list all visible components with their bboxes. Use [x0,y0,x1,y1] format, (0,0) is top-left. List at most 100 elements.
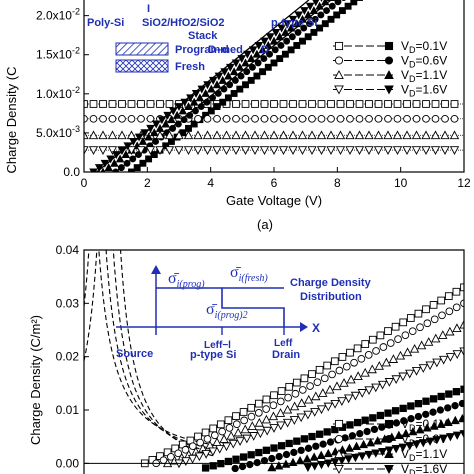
top-open-marker [431,114,440,123]
bottom-open-marker [371,383,381,393]
top-open-marker [336,114,345,123]
top-open-marker [392,146,403,155]
bottom-open-marker [254,399,263,408]
bottom-source-peak [84,250,216,454]
top-filled-marker [212,80,222,89]
top-legend-filled-marker [384,85,394,95]
top-open-marker [278,146,289,155]
top-filled-marker [236,85,244,93]
inset-drain: Drain [272,349,300,361]
top-open-marker [393,114,402,123]
bottom-open-marker [350,358,358,367]
top-filled-marker [300,7,309,16]
bottom-filled-marker [267,462,277,472]
bottom-open-marker [346,374,356,384]
top-filled-marker [112,168,120,172]
programmed-label: Programmed [175,44,243,56]
bottom-open-marker [401,331,410,340]
top-open-marker [297,130,308,140]
top-open-marker [118,100,126,108]
top-open-marker [411,130,422,140]
top-filled-marker [89,168,98,172]
bottom-open-marker [255,429,266,439]
bottom-filled-marker [337,445,347,454]
bottom-open-marker [445,307,454,316]
top-filled-marker [207,107,215,115]
top-open-marker [202,146,213,155]
top-open-marker [450,100,459,108]
bottom-open-marker [194,452,205,462]
top-filled-marker [252,49,262,58]
top-open-marker [260,100,269,108]
top-filled-marker [320,0,323,2]
top-xtick-label: 6 [271,176,278,190]
top-filled-marker [293,42,301,49]
bottom-open-marker [269,401,278,410]
bottom-filled-marker [323,448,333,458]
top-open-marker [355,100,364,108]
bottom-open-marker [254,418,264,427]
top-open-marker [374,100,383,108]
top-open-marker [298,114,307,123]
bottom-filled-marker [399,404,407,413]
bottom-filled-marker [304,444,313,452]
top-open-marker [202,130,213,140]
top-legend-open-marker [334,69,344,80]
top-open-marker [193,146,203,155]
top-open-marker [346,100,354,108]
top-open-marker [308,100,316,108]
bottom-legend-open-marker [334,434,344,444]
bottom-open-marker [212,437,222,447]
bottom-open-marker [262,395,271,404]
bottom-filled-marker [274,461,284,470]
bottom-filled-marker [310,462,320,471]
top-filled-marker [155,123,165,132]
bottom-open-marker [282,404,293,414]
top-filled-marker [306,20,313,28]
top-filled-marker [184,102,193,111]
top-filled-marker [224,71,233,80]
bottom-filled-marker [432,436,442,445]
top-open-marker [88,130,99,140]
bottom-open-marker [323,361,332,370]
bottom-open-marker [239,408,248,416]
bottom-legend-filled-marker [384,464,394,474]
bottom-filled-marker [425,437,435,446]
top-filled-marker [138,137,148,145]
bottom-open-marker [357,354,366,363]
top-open-marker [354,146,365,155]
top-ytick-label: 1.0x10-2 [36,85,80,101]
bottom-open-marker [398,372,408,382]
top-open-marker [250,146,260,155]
bottom-open-marker [282,418,293,428]
top-filled-marker [253,72,261,80]
bottom-open-marker [269,424,279,433]
top-open-marker [137,114,145,123]
bottom-filled-marker [295,455,305,465]
top-open-marker [288,146,298,155]
top-filled-marker [121,150,131,158]
bottom-open-marker [276,421,286,431]
top-filled-marker [133,164,141,172]
bottom-filled-marker [429,421,439,430]
bottom-filled-marker [326,438,335,446]
bottom-open-marker [276,397,285,406]
bottom-filled-marker [352,441,361,450]
top-filled-marker [169,124,177,132]
bottom-legend-label: VD=0.6V [401,432,447,448]
bottom-open-marker [368,335,377,344]
top-series [84,0,460,172]
top-filled-marker [115,154,125,163]
top-filled-marker [197,85,207,94]
bottom-open-marker [240,424,250,434]
fresh-swatch [115,59,169,73]
bottom-open-marker [384,327,392,335]
top-open-marker [240,130,251,140]
bottom-filled-marker [459,430,464,439]
bottom-filled-marker [317,460,326,470]
bottom-filled-marker [429,395,438,403]
bottom-filled-marker [224,457,233,466]
bottom-axis-ticks: 0.00 0.01 0.02 0.03 0.04 [56,243,464,470]
